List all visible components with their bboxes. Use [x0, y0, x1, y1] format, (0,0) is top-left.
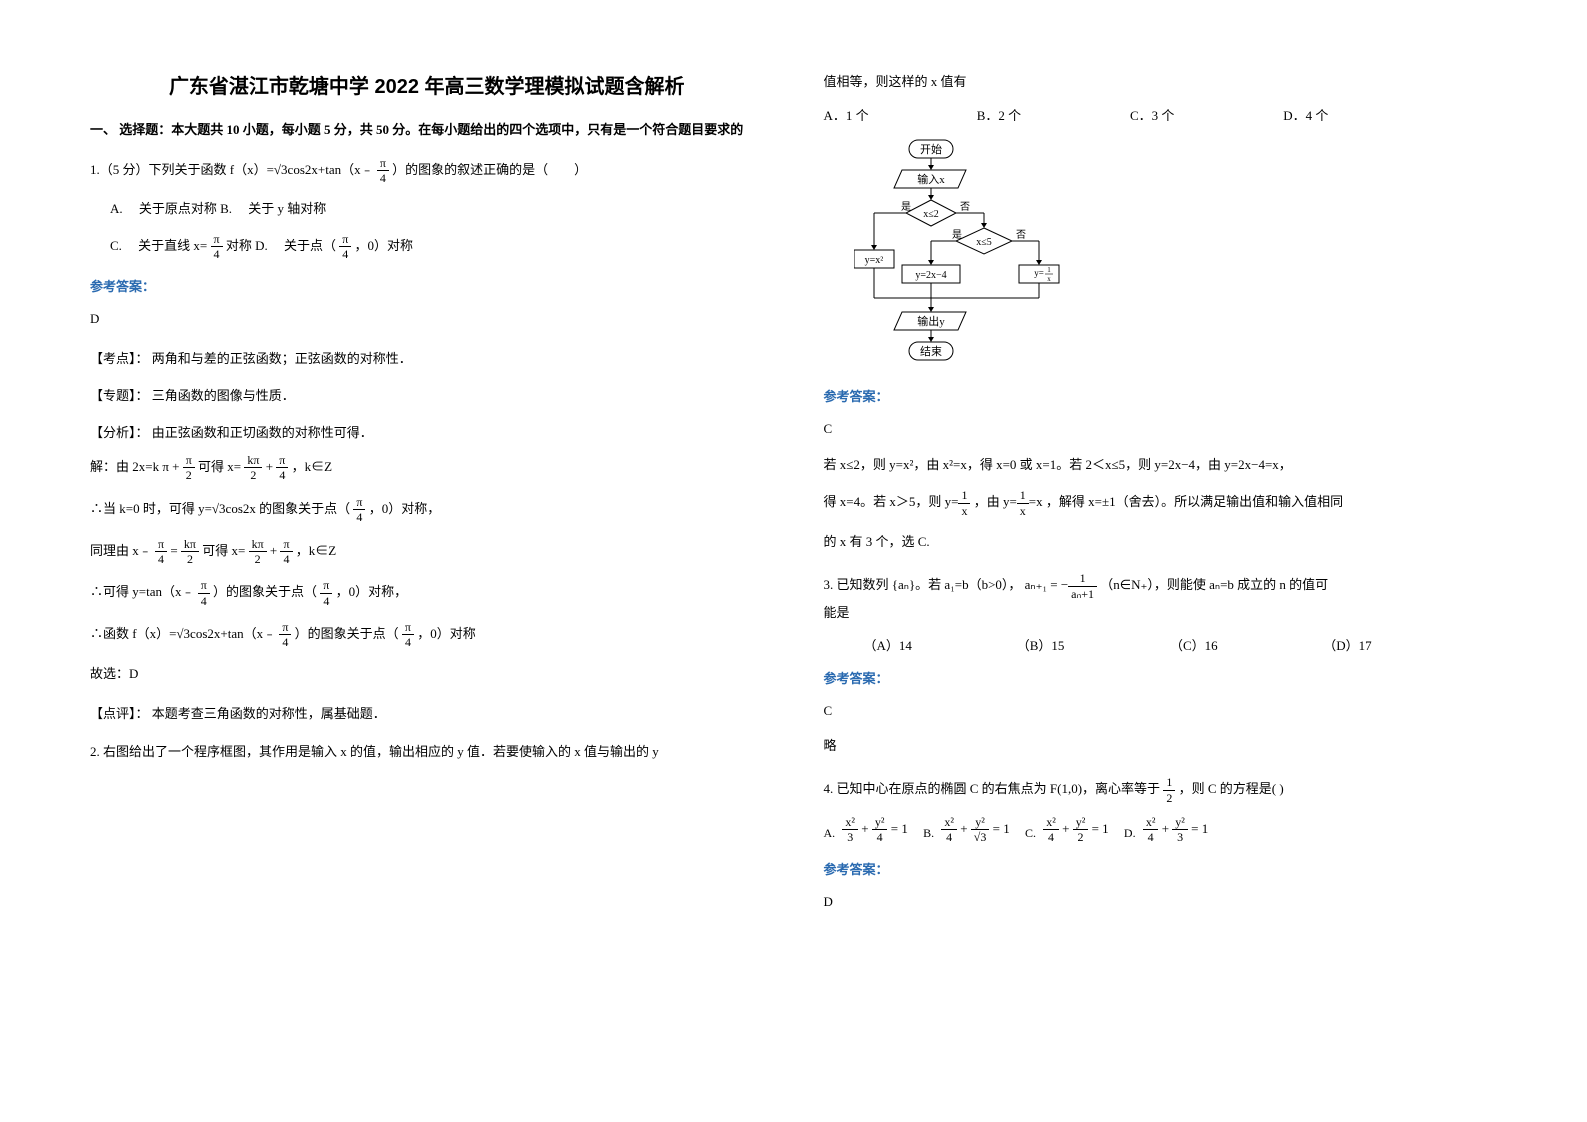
q1-zhuanti: 【专题】： 三角函数的图像与性质． — [90, 385, 764, 404]
q3-answer-label: 参考答案： — [824, 668, 1498, 687]
svg-text:1: 1 — [1047, 266, 1051, 274]
q1-stem-pre: 1.（5 分）下列关于函数 f（x）=√3cos2x+tan（x﹣ — [90, 162, 374, 177]
svg-text:x: x — [1047, 275, 1051, 283]
q2-exp2: 得 x=4。若 x＞5，则 y=1x ，由 y=1x=x ，解得 x=±1（舍去… — [824, 488, 1498, 518]
svg-text:y=x²: y=x² — [864, 255, 883, 266]
svg-text:y=: y= — [1034, 268, 1044, 278]
q3-exp: 略 — [824, 734, 1498, 757]
svg-text:是: 是 — [952, 229, 962, 241]
q2-opt-c: C．3 个 — [1130, 105, 1280, 124]
q3-opt-a: （A）14 — [864, 635, 1014, 654]
q2-stem: 2. 右图给出了一个程序框图，其作用是输入 x 的值，输出相应的 y 值．若要使… — [90, 740, 764, 763]
q1-options-cd: C. 关于直线 x= π4 对称 D. 关于点（ π4 ，0）对称 — [110, 232, 764, 262]
q3-opt-c: （C）16 — [1170, 635, 1320, 654]
svg-text:开始: 开始 — [920, 142, 942, 156]
q3-opt-b: （B）15 — [1017, 635, 1167, 654]
q2-exp3: 的 x 有 3 个，选 C. — [824, 530, 1498, 553]
svg-text:是: 是 — [901, 201, 911, 213]
svg-text:否: 否 — [1016, 229, 1026, 241]
svg-text:输入x: 输入x — [917, 172, 945, 186]
q4-answer: D — [824, 890, 1498, 913]
q4-answer-label: 参考答案： — [824, 859, 1498, 878]
q1-fenxi: 【分析】： 由正弦函数和正切函数的对称性可得． — [90, 422, 764, 441]
svg-text:y=2x−4: y=2x−4 — [915, 270, 946, 281]
flowchart: 开始 输入x x≤2 是 否 y=x² x≤5 — [854, 138, 1498, 372]
q1-answer-label: 参考答案： — [90, 276, 764, 295]
svg-text:否: 否 — [960, 201, 970, 213]
q1-options-ab: A. 关于原点对称 B. 关于 y 轴对称 — [110, 196, 764, 222]
q1-sol3: 同理由 x﹣ π4 = kπ2 可得 x= kπ2 + π4 ，k∈Z — [90, 537, 764, 567]
frac-pi4: π4 — [377, 156, 389, 186]
q1-sol2: ∴当 k=0 时，可得 y=√3cos2x 的图象关于点（ π4 ，0）对称， — [90, 495, 764, 525]
q4-opt-a: A. x²3 + y²4 = 1 — [824, 815, 908, 845]
q2-exp1: 若 x≤2，则 y=x²，由 x²=x，得 x=0 或 x=1。若 2＜x≤5，… — [824, 453, 1498, 476]
q4-options: A. x²3 + y²4 = 1 B. x²4 + y²√3 = 1 C. x²… — [824, 815, 1498, 845]
svg-text:x≤5: x≤5 — [976, 237, 992, 248]
q1-sol1: 解：由 2x=k π + π2 可得 x= kπ2 + π4 ，k∈Z — [90, 453, 764, 483]
q4-opt-b: B. x²4 + y²√3 = 1 — [923, 815, 1010, 845]
q4-opt-d: D. x²4 + y²3 = 1 — [1124, 815, 1208, 845]
q2-answer-label: 参考答案： — [824, 386, 1498, 405]
q2-opt-b: B．2 个 — [977, 105, 1127, 124]
q1-kaodian: 【考点】： 两角和与差的正弦函数；正弦函数的对称性． — [90, 348, 764, 367]
q3-opt-d: （D）17 — [1323, 635, 1473, 654]
q2-answer: C — [824, 417, 1498, 440]
q3-answer: C — [824, 699, 1498, 722]
exam-title: 广东省湛江市乾塘中学 2022 年高三数学理模拟试题含解析 — [90, 70, 764, 99]
right-column: 值相等，则这样的 x 值有 A．1 个 B．2 个 C．3 个 D．4 个 开始… — [824, 70, 1498, 925]
q1-stem-post: ）的图象的叙述正确的是（ ） — [392, 162, 587, 177]
q3-stem: 3. 已知数列 {aₙ}。若 a₁=b（b>0）， aₙ₊₁ = −1aₙ+1 … — [824, 571, 1498, 624]
q2-opt-a: A．1 个 — [824, 105, 974, 124]
q3-options: （A）14 （B）15 （C）16 （D）17 — [864, 635, 1498, 654]
left-column: 广东省湛江市乾塘中学 2022 年高三数学理模拟试题含解析 一、 选择题：本大题… — [90, 70, 764, 925]
q2-opt-d: D．4 个 — [1283, 105, 1433, 124]
q1-dianping: 【点评】： 本题考查三角函数的对称性，属基础题． — [90, 703, 764, 722]
q1-sol4: ∴可得 y=tan（x﹣ π4 ）的图象关于点（ π4 ，0）对称， — [90, 578, 764, 608]
q2-options: A．1 个 B．2 个 C．3 个 D．4 个 — [824, 105, 1498, 124]
svg-text:输出y: 输出y — [917, 314, 945, 328]
q1-answer: D — [90, 307, 764, 330]
q1-stem: 1.（5 分）下列关于函数 f（x）=√3cos2x+tan（x﹣ π4 ）的图… — [90, 156, 764, 186]
svg-text:x≤2: x≤2 — [923, 209, 939, 220]
q4-opt-c: C. x²4 + y²2 = 1 — [1025, 815, 1109, 845]
q1-guxuan: 故选：D — [90, 662, 764, 685]
q2-stem-cont: 值相等，则这样的 x 值有 — [824, 70, 1498, 93]
svg-text:结束: 结束 — [920, 345, 942, 358]
q1-sol5: ∴函数 f（x）=√3cos2x+tan（x﹣ π4 ）的图象关于点（ π4 ，… — [90, 620, 764, 650]
q4-stem: 4. 已知中心在原点的椭圆 C 的右焦点为 F(1,0)，离心率等于 12 ，则… — [824, 775, 1498, 805]
flowchart-svg: 开始 输入x x≤2 是 否 y=x² x≤5 — [854, 138, 1084, 368]
section-1-title: 一、 选择题：本大题共 10 小题，每小题 5 分，共 50 分。在每小题给出的… — [90, 119, 764, 138]
